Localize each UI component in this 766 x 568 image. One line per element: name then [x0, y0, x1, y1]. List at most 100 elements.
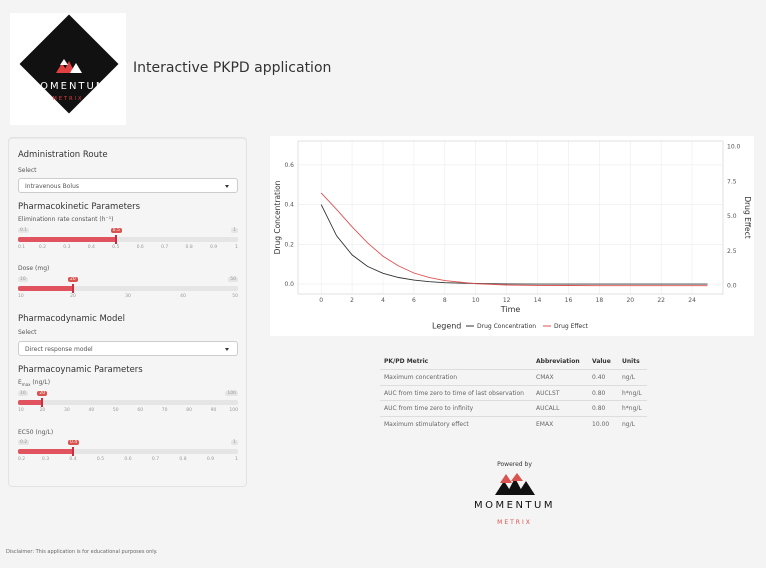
slider-fill [18, 449, 73, 454]
slider-tick-label: 50 [232, 294, 238, 299]
slider-tick-label: 90 [210, 408, 217, 413]
footer-submark: METRIX [497, 519, 532, 526]
table-header-cell: Value [592, 358, 611, 365]
x-tick-label: 8 [443, 297, 447, 304]
y-tick-label: 0.6 [284, 162, 294, 169]
slider-value-label: 20 [68, 277, 78, 282]
elim-rate-slider[interactable]: 0.1 1 0.5 0.1 0.2 0.3 0.4 0.5 0.6 0.7 0.8 0.9 1 [18, 228, 238, 254]
slider-handle[interactable] [114, 235, 117, 244]
elim-rate-label: Eliminationn rate constant (h⁻¹) [18, 216, 114, 223]
y-tick-label: 0.4 [284, 202, 294, 209]
x-tick-label: 10 [472, 297, 480, 304]
slider-min-label: 0.2 [18, 440, 30, 445]
slider-tick-label: 0.8 [179, 457, 187, 462]
slider-track [18, 286, 238, 291]
slider-value-label: 0.4 [68, 440, 80, 445]
y2-tick-label: 10.0 [727, 144, 741, 151]
powered-by-logo: Powered by MOMENTUM METRIX [467, 461, 562, 526]
table-cell: CMAX [536, 374, 554, 381]
slider-max-label: 1 [231, 440, 238, 445]
slider-tick-label: 0.3 [41, 457, 50, 462]
powered-by-label: Powered by [497, 461, 532, 468]
series-line-drug-concentration [320, 204, 708, 285]
x-tick-label: 0 [319, 297, 323, 304]
page-title: Interactive PKPD application [133, 60, 332, 76]
chevron-down-icon [225, 185, 229, 188]
slider-tick-label: 0.7 [151, 457, 160, 462]
logo-wordmark: MOMENTUM [29, 81, 107, 92]
slider-tick-label: 0.5 [96, 457, 105, 462]
pd-model-heading: Pharmacodynamic Model [18, 314, 125, 324]
slider-tick-label: 0.5 [112, 245, 120, 250]
slider-fill [18, 237, 116, 242]
slider-tick-label: 30 [125, 294, 131, 299]
slider-tick-label: 0.9 [209, 245, 218, 250]
slider-ticks: 0.2 0.3 0.4 0.5 0.6 0.7 0.8 0.9 1 [18, 457, 238, 465]
slider-ticks: 0.1 0.2 0.3 0.4 0.5 0.6 0.7 0.8 0.9 1 [18, 245, 238, 253]
plot-frame [297, 140, 724, 295]
pkpd-chart: 0 2 4 6 8 10 12 14 16 18 20 22 240.00.20.40.60.02.55… [270, 136, 754, 336]
slider-value-label: 0.5 [110, 228, 122, 233]
slider-ticks: 10 20 30 40 50 60 70 80 90 100 [18, 408, 238, 416]
footer-wordmark: MOMENTUM [474, 500, 555, 511]
route-select[interactable]: Intravenous Bolus [18, 178, 238, 193]
table-cell: ng/L [622, 374, 635, 381]
legend-entry: Drug Concentration [477, 323, 536, 330]
ec50-slider[interactable]: 0.2 1 0.4 0.2 0.3 0.4 0.5 0.6 0.7 0.8 0.9 1 [18, 440, 238, 466]
pk-heading: Pharmacokinetic Parameters [18, 202, 141, 212]
dose-slider[interactable]: 10 50 20 10 20 30 40 50 [18, 277, 238, 303]
disclaimer: Disclaimer: This application is for educ… [6, 549, 158, 555]
x-tick-label: 14 [534, 297, 542, 304]
emax-slider[interactable]: 10 100 20 10 20 30 40 50 60 70 80 90 100 [18, 391, 238, 417]
slider-tick-label: 0.2 [38, 245, 47, 250]
table-cell: Maximum stimulatory effect [384, 420, 469, 428]
slider-tick-label: 20 [39, 408, 46, 413]
route-select-value: Intravenous Bolus [25, 183, 80, 190]
chevron-down-icon [225, 348, 229, 351]
slider-track [18, 237, 238, 242]
emax-label: Emax (ng/L) [18, 379, 51, 388]
slider-tick-label: 0.6 [124, 457, 132, 462]
pd-model-select-label: Select [18, 329, 37, 336]
x-tick-label: 12 [503, 297, 511, 304]
slider-tick-label: 1 [235, 457, 238, 462]
slider-tick-label: 0.4 [87, 245, 95, 250]
slider-min-label: 10 [18, 277, 28, 282]
table-row: AUC from time zero to infinity AUCALL 0.80… [380, 400, 647, 415]
table-cell: AUC from time zero to time of last obser… [384, 389, 524, 397]
slider-handle[interactable] [72, 447, 74, 456]
slider-min-label: 10 [18, 391, 28, 396]
slider-tick-label: 30 [64, 408, 70, 413]
logo-mark-icon [495, 473, 535, 495]
x-tick-label: 20 [626, 297, 634, 304]
route-select-label: Select [18, 167, 37, 174]
table-row: AUC from time zero to time of last obser… [380, 384, 647, 400]
table-cell: EMAX [536, 420, 554, 428]
pd-model-select[interactable]: Direct response model [18, 341, 238, 356]
x-tick-label: 6 [412, 297, 416, 304]
slider-tick-label: 0.4 [69, 457, 77, 462]
pd-model-select-value: Direct response model [25, 346, 93, 353]
slider-ticks: 10 20 30 40 50 [18, 294, 238, 302]
table-cell: 0.40 [592, 374, 606, 381]
y-axis-label: Drug Concentration [273, 180, 282, 254]
slider-tick-label: 70 [161, 408, 168, 413]
slider-tick-label: 10 [18, 408, 24, 413]
table-header-cell: Abbreviation [536, 358, 580, 365]
sidebar-panel: Administration Route Select Intravenous … [8, 137, 247, 487]
x-axis-label: Time [500, 305, 521, 314]
slider-handle[interactable] [41, 398, 44, 407]
y2-axis-label: Drug Effect [743, 196, 752, 238]
table-cell: 0.80 [592, 405, 606, 412]
y2-tick-label: 7.5 [727, 178, 737, 185]
slider-max-label: 50 [228, 277, 238, 282]
route-heading: Administration Route [18, 150, 108, 160]
table-cell: h*ng/L [622, 405, 642, 412]
slider-handle[interactable] [72, 284, 74, 293]
slider-tick-label: 50 [112, 408, 119, 413]
slider-tick-label: 0.6 [136, 245, 144, 250]
y2-tick-label: 5.0 [727, 213, 737, 220]
logo-mark-icon [56, 59, 82, 73]
slider-tick-label: 0.7 [161, 245, 169, 250]
slider-track [18, 449, 238, 454]
